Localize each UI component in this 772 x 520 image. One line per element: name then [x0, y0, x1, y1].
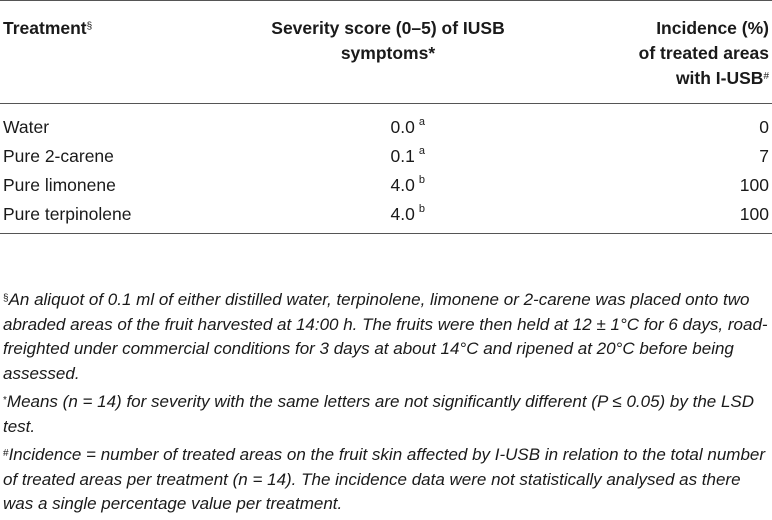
- significance-letter: a: [418, 145, 425, 157]
- incidence-cell: 100: [543, 200, 772, 234]
- footnote-section: §An aliquot of 0.1 ml of either distille…: [3, 288, 768, 386]
- table-row: Water 0.0 a 0: [0, 104, 772, 143]
- results-table-container: Treatment§ Severity score (0–5) of IUSB …: [0, 0, 772, 234]
- header-severity-line1: Severity score (0–5) of IUSB: [271, 18, 505, 38]
- header-treatment-label: Treatment: [3, 18, 87, 38]
- footnote-hash-mark: #: [3, 448, 9, 459]
- table-row: Pure limonene 4.0 b 100: [0, 171, 772, 200]
- treatment-cell: Pure 2-carene: [3, 146, 114, 166]
- significance-letter: b: [418, 203, 425, 215]
- footnote-asterisk-text: Means (n = 14) for severity with the sam…: [3, 392, 755, 436]
- table-row: Pure terpinolene 4.0 b 100: [0, 200, 772, 234]
- header-treatment-mark: §: [86, 21, 93, 32]
- significance-letter: a: [418, 116, 425, 128]
- footnote-hash-text: Incidence = number of treated areas on t…: [3, 445, 766, 513]
- header-incidence-mark: #: [763, 71, 769, 82]
- header-incidence: Incidence (%) of treated areas with I-US…: [543, 0, 772, 104]
- table-row: Pure 2-carene 0.1 a 7: [0, 142, 772, 171]
- table-footnotes: §An aliquot of 0.1 ml of either distille…: [3, 288, 768, 517]
- results-table: Treatment§ Severity score (0–5) of IUSB …: [0, 0, 772, 234]
- significance-letter: b: [418, 174, 425, 186]
- treatment-cell: Pure terpinolene: [0, 200, 233, 234]
- incidence-cell: 0: [759, 117, 769, 137]
- treatment-cell: Pure limonene: [3, 175, 116, 195]
- severity-value: 4.0: [390, 204, 415, 224]
- footnote-section-mark: §: [3, 293, 9, 304]
- treatment-cell: Water: [3, 117, 50, 137]
- header-severity: Severity score (0–5) of IUSB symptoms*: [233, 0, 543, 104]
- footnote-section-text: An aliquot of 0.1 ml of either distilled…: [3, 290, 768, 383]
- severity-cell: 4.0 b: [233, 171, 543, 200]
- severity-value: 0.1: [390, 146, 415, 166]
- footnote-hash: #Incidence = number of treated areas on …: [3, 443, 768, 517]
- header-incidence-line1: Incidence (%): [656, 18, 769, 38]
- severity-cell: 4.0 b: [233, 200, 543, 234]
- severity-cell: 0.0 a: [233, 104, 543, 143]
- header-severity-line2: symptoms*: [340, 43, 436, 63]
- severity-value: 4.0: [390, 175, 415, 195]
- header-incidence-line3-wrap: with I-USB#: [543, 66, 769, 91]
- severity-value: 0.0: [390, 117, 415, 137]
- header-incidence-line3: with I-USB: [675, 68, 764, 88]
- table-header-row: Treatment§ Severity score (0–5) of IUSB …: [0, 0, 772, 104]
- incidence-cell: 100: [739, 175, 769, 195]
- footnote-asterisk: *Means (n = 14) for severity with the sa…: [3, 390, 768, 439]
- header-treatment: Treatment§: [0, 0, 233, 104]
- incidence-cell: 7: [759, 146, 769, 166]
- footnote-asterisk-mark: *: [3, 395, 7, 406]
- severity-cell: 0.1 a: [233, 142, 543, 171]
- header-incidence-line2: of treated areas: [638, 43, 769, 63]
